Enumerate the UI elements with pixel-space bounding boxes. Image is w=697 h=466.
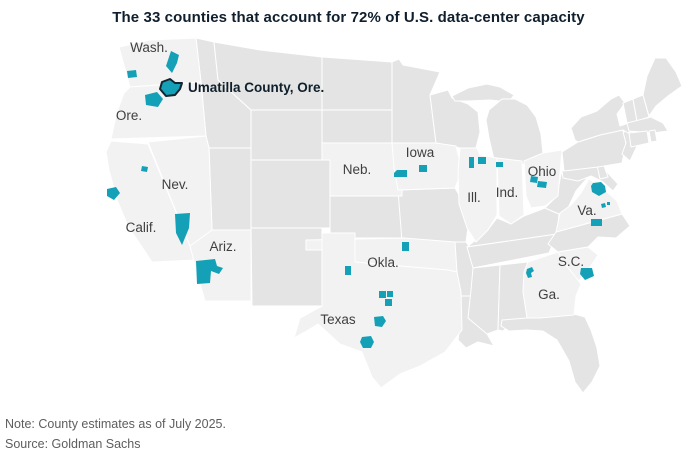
- county-marker-va-south: [591, 219, 602, 226]
- county-marker-nv-north: [141, 166, 148, 172]
- state-wyoming: [250, 109, 323, 161]
- state-north-dakota: [321, 56, 393, 111]
- county-marker-ga-central: [526, 267, 534, 278]
- state-oregon: [110, 81, 207, 140]
- state-label-sc: S.C.: [558, 254, 584, 269]
- note-text: Note: County estimates as of July 2025.: [5, 417, 226, 431]
- state-label-nev: Nev.: [162, 177, 189, 192]
- state-label-va: Va.: [577, 203, 596, 218]
- state-ohio: [523, 149, 563, 209]
- county-marker-va-central-2: [607, 202, 610, 205]
- state-labels: Wash. Ore. Nev. Calif. Ariz. Neb. Iowa I…: [116, 40, 597, 327]
- state-massachusetts: [626, 116, 669, 134]
- county-marker-az-central: [196, 259, 223, 284]
- state-south-dakota: [321, 109, 395, 144]
- county-marker-tx-panhandle: [345, 266, 351, 275]
- county-marker-tx-dfw-1: [379, 291, 386, 298]
- footnotes: Note: County estimates as of July 2025. …: [5, 414, 226, 454]
- county-marker-wa-central: [166, 51, 179, 73]
- state-tennessee: [466, 233, 558, 269]
- county-marker-va-central-1: [601, 203, 606, 208]
- state-label-iowa: Iowa: [406, 145, 435, 160]
- state-label-ore: Ore.: [116, 108, 142, 123]
- county-marker-nv-south: [175, 213, 190, 245]
- county-marker-tx-dfw-2: [387, 291, 393, 297]
- county-marker-il-north-2: [478, 157, 486, 164]
- county-marker-ne-east: [394, 170, 407, 177]
- state-label-neb: Neb.: [343, 162, 372, 177]
- state-missouri: [397, 187, 469, 243]
- state-rhode-island: [648, 129, 658, 143]
- state-washington: [118, 37, 202, 88]
- states-highlighted: [105, 37, 623, 389]
- callout-label: Umatilla County, Ore.: [188, 80, 324, 95]
- county-marker-ok-north: [402, 242, 409, 251]
- county-marker-sc-coastal: [580, 268, 594, 280]
- state-label-texas: Texas: [320, 312, 356, 327]
- state-label-ind: Ind.: [496, 185, 519, 200]
- state-texas: [293, 232, 463, 389]
- state-connecticut: [628, 130, 650, 148]
- source-text: Source: Goldman Sachs: [5, 437, 141, 451]
- county-markers: [107, 51, 610, 348]
- state-new-york: [570, 94, 640, 143]
- state-colorado: [250, 159, 331, 229]
- county-marker-oh-central-1: [530, 176, 538, 183]
- states-base: [195, 37, 683, 394]
- state-michigan: [485, 98, 544, 165]
- county-marker-in-north: [496, 162, 503, 167]
- state-indiana: [496, 157, 525, 225]
- county-marker-tx-central: [374, 316, 386, 327]
- state-label-okla: Okla.: [367, 255, 399, 270]
- county-marker-ca-bay: [107, 187, 120, 200]
- state-illinois: [457, 147, 498, 243]
- county-marker-tx-south: [360, 336, 374, 348]
- state-georgia: [522, 251, 582, 319]
- state-label-ga: Ga.: [538, 287, 560, 302]
- county-marker-wa-coast: [127, 70, 137, 78]
- county-marker-ia-central: [419, 165, 427, 172]
- chart-title: The 33 counties that account for 72% of …: [112, 9, 585, 26]
- state-label-ariz: Ariz.: [210, 239, 237, 254]
- state-label-ohio: Ohio: [528, 164, 557, 179]
- county-marker-il-north-1: [469, 157, 474, 168]
- state-utah: [208, 147, 252, 231]
- county-marker-umatilla-callout: [159, 78, 183, 97]
- county-marker-or-north: [145, 92, 163, 107]
- state-kansas: [329, 195, 405, 239]
- county-marker-oh-central-2: [537, 181, 547, 188]
- state-florida: [500, 313, 601, 394]
- state-maine: [642, 57, 683, 117]
- state-label-calif: Calif.: [126, 220, 157, 235]
- county-marker-va-north: [591, 182, 606, 196]
- county-marker-tx-dfw-3: [385, 299, 392, 306]
- state-label-ill: Ill.: [467, 190, 481, 205]
- state-label-wash: Wash.: [130, 40, 168, 55]
